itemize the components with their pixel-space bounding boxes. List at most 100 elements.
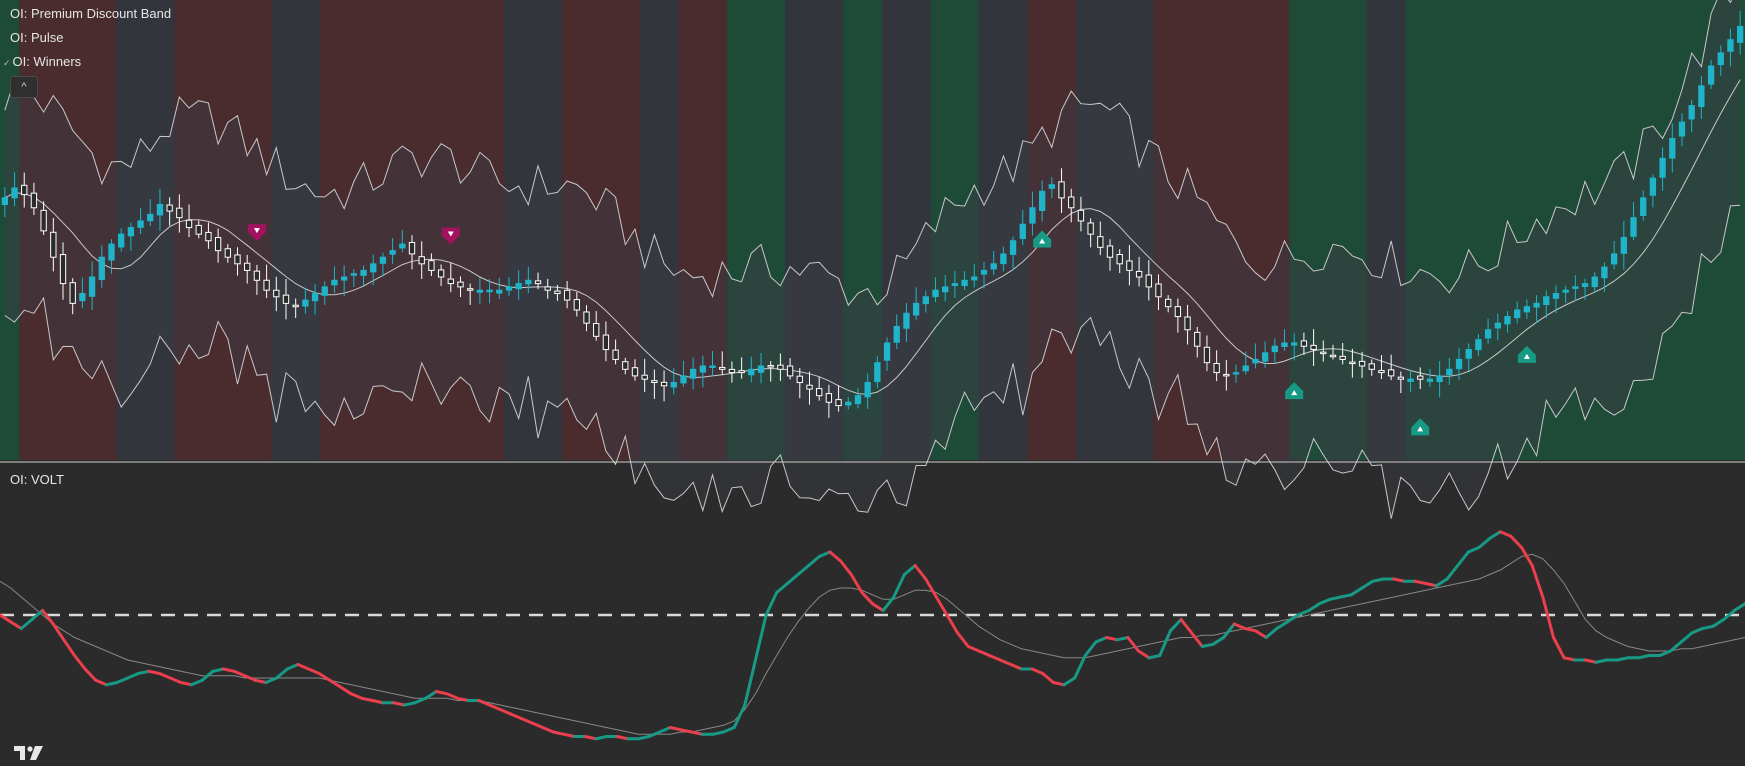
volt-segment bbox=[1339, 593, 1353, 599]
volt-segment bbox=[179, 681, 193, 687]
volt-segment bbox=[1349, 586, 1364, 597]
candle bbox=[98, 245, 105, 288]
candle bbox=[767, 361, 774, 382]
volt-segment bbox=[722, 726, 736, 734]
candle bbox=[418, 241, 425, 279]
volt-segment bbox=[732, 703, 747, 729]
candle bbox=[612, 339, 619, 365]
candle bbox=[1630, 202, 1637, 241]
candle bbox=[360, 265, 367, 286]
candle bbox=[719, 351, 726, 376]
candle bbox=[311, 284, 319, 315]
candle bbox=[1242, 351, 1249, 375]
volt-segment bbox=[1190, 631, 1204, 648]
volt-segment bbox=[253, 678, 268, 684]
candle bbox=[437, 264, 445, 286]
buy-signal-marker bbox=[1411, 418, 1430, 436]
candle bbox=[1077, 196, 1085, 232]
regime-zone-bull bbox=[727, 0, 786, 460]
candle bbox=[563, 281, 571, 309]
candle bbox=[1349, 348, 1356, 378]
candle bbox=[1019, 210, 1026, 245]
candle bbox=[1009, 236, 1017, 270]
candle bbox=[428, 253, 435, 277]
candle bbox=[302, 287, 309, 314]
candle bbox=[1116, 249, 1123, 274]
candle bbox=[1106, 239, 1114, 271]
volt-segment bbox=[275, 667, 289, 680]
volt-segment bbox=[1552, 636, 1566, 660]
candle bbox=[273, 276, 280, 312]
candle bbox=[176, 194, 183, 233]
volt-segment bbox=[711, 730, 725, 736]
legend-pulse[interactable]: OI: Pulse bbox=[10, 30, 63, 46]
candle bbox=[622, 357, 629, 375]
candle bbox=[166, 197, 173, 226]
volt-segment bbox=[785, 573, 800, 585]
volt-segment bbox=[1168, 618, 1183, 633]
candle bbox=[593, 311, 600, 341]
volt-oscillator bbox=[0, 530, 1745, 741]
volt-segment bbox=[1615, 656, 1630, 662]
volt-segment bbox=[1062, 676, 1077, 687]
volt-segment bbox=[1466, 546, 1481, 554]
volt-segment bbox=[317, 672, 332, 682]
volt-segment bbox=[754, 613, 768, 662]
candle bbox=[825, 384, 833, 418]
collapse-legend-button[interactable]: ^ bbox=[10, 76, 38, 98]
volt-segment bbox=[817, 550, 832, 558]
buy-signal-marker bbox=[1517, 345, 1536, 363]
candle bbox=[835, 385, 842, 412]
volt-segment bbox=[477, 699, 491, 707]
candle bbox=[573, 292, 580, 317]
volt-segment bbox=[690, 730, 704, 736]
volt-segment bbox=[1051, 681, 1066, 687]
chevron-up-icon: ^ bbox=[21, 81, 27, 93]
regime-zones bbox=[0, 0, 1745, 460]
candle bbox=[331, 266, 338, 294]
candle bbox=[1736, 10, 1744, 55]
candle bbox=[1358, 351, 1366, 378]
volt-segment bbox=[1094, 636, 1109, 644]
candle bbox=[1029, 191, 1036, 236]
candle bbox=[1707, 59, 1715, 89]
legend-label: OI: Premium Discount Band bbox=[10, 6, 172, 21]
volt-segment bbox=[424, 690, 438, 700]
volt-segment bbox=[881, 595, 896, 612]
volt-segment bbox=[1371, 577, 1385, 583]
candle bbox=[1300, 332, 1308, 355]
candle bbox=[1291, 333, 1298, 361]
volt-segment bbox=[94, 678, 108, 687]
candle bbox=[408, 235, 416, 270]
volt-segment bbox=[1073, 654, 1087, 680]
volt-segment bbox=[1711, 618, 1726, 628]
candle bbox=[777, 353, 784, 381]
legend-winners[interactable]: ✓ OI: Winners bbox=[3, 54, 81, 71]
candle bbox=[1387, 354, 1395, 381]
candle bbox=[108, 239, 115, 274]
candle bbox=[1514, 301, 1521, 324]
volt-segment bbox=[392, 701, 406, 707]
volt-segment bbox=[285, 663, 300, 671]
sell-signal-marker bbox=[441, 227, 460, 245]
candle bbox=[476, 277, 484, 304]
candle bbox=[1475, 334, 1482, 356]
candle bbox=[1426, 369, 1434, 387]
candle bbox=[1552, 285, 1560, 314]
candle bbox=[1620, 220, 1627, 270]
volt-segment bbox=[9, 620, 23, 630]
candle bbox=[1533, 295, 1540, 324]
volt-segment bbox=[158, 672, 172, 680]
volt-segment bbox=[488, 703, 502, 711]
legend-premium-discount-band[interactable]: OI: Premium Discount Band bbox=[10, 6, 171, 22]
oscillator-title[interactable]: OI: VOLT bbox=[10, 472, 64, 488]
regime-zone-bull bbox=[843, 0, 883, 460]
volt-segment bbox=[562, 732, 577, 738]
volt-segment bbox=[764, 591, 779, 617]
volt-segment bbox=[211, 667, 225, 673]
candle bbox=[205, 222, 212, 249]
tradingview-logo-icon[interactable] bbox=[14, 744, 44, 762]
candle bbox=[728, 361, 736, 383]
volt-segment bbox=[1445, 564, 1460, 581]
